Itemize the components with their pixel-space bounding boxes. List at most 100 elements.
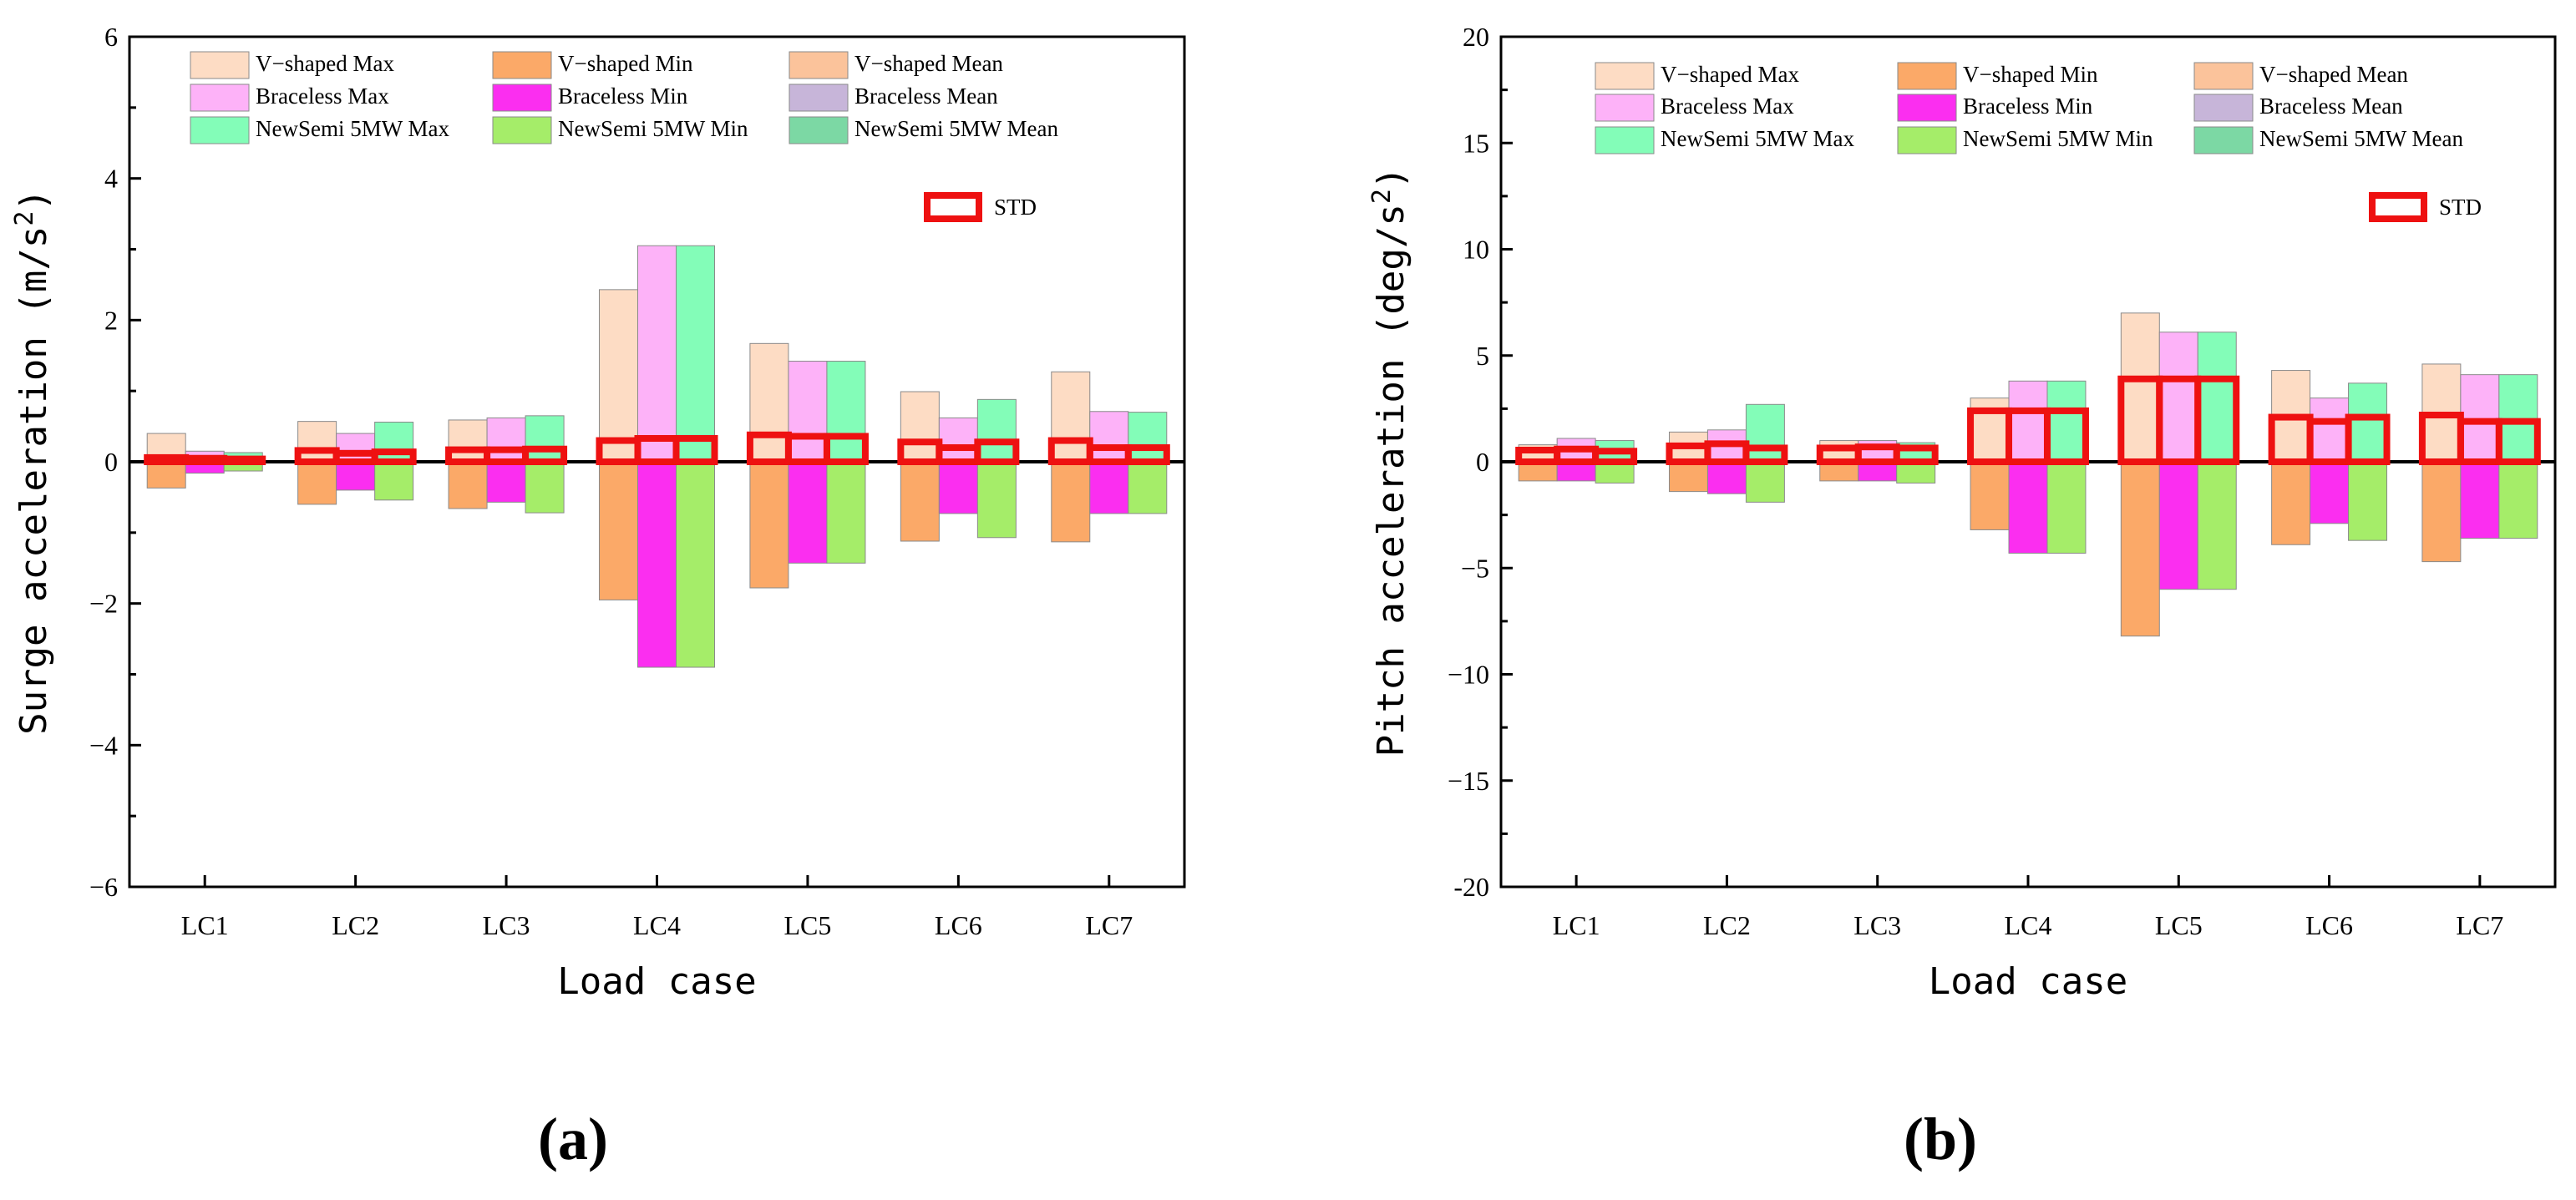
legend-label: NewSemi 5MW Max [256, 116, 449, 141]
bar-braceless-max-lc5 [2158, 332, 2198, 463]
legend-swatch-5 [789, 84, 849, 112]
bar-vshaped-min-lc4 [1970, 461, 2010, 530]
bar-vshaped-min-lc7 [2421, 461, 2462, 563]
x-tick-label: LC6 [2305, 910, 2353, 940]
std-box-newsemi-lc4 [2043, 407, 2089, 466]
legend-swatch-4 [492, 84, 552, 112]
bar-braceless-min-lc7 [1089, 461, 1129, 514]
std-box-newsemi-lc3 [1893, 444, 1939, 466]
bar-vshaped-min-lc5 [2120, 461, 2160, 637]
legend-swatch-2 [2193, 62, 2254, 90]
x-tick-label: LC7 [1085, 910, 1133, 940]
bar-newsemi-max-lc4 [2046, 380, 2087, 463]
legend-swatch-5 [2193, 94, 2254, 122]
legend-label-std: STD [994, 195, 1037, 220]
panel-label: (b) [1904, 1106, 1977, 1172]
std-box-newsemi-lc3 [522, 445, 568, 465]
panel-label: (a) [538, 1106, 608, 1172]
x-tick-label: LC1 [181, 910, 229, 940]
bar-braceless-max-lc3 [486, 417, 526, 463]
bar-braceless-min-lc7 [2460, 461, 2500, 539]
bar-braceless-max-lc4 [2008, 380, 2048, 463]
bar-vshaped-min-lc2 [297, 461, 337, 505]
legend-swatch-7 [1897, 126, 1957, 154]
std-box-newsemi-lc7 [2495, 418, 2541, 465]
bar-newsemi-max-lc4 [676, 245, 716, 463]
y-tick-label: −6 [89, 872, 118, 902]
bar-newsemi-max-lc6 [2348, 382, 2388, 463]
bar-newsemi-max-lc5 [826, 361, 866, 463]
bar-vshaped-min-lc2 [1668, 461, 1708, 493]
bar-braceless-min-lc6 [938, 461, 978, 514]
x-tick-label: LC2 [1703, 910, 1751, 940]
y-axis-label: Pitch acceleration (deg/s2) [1367, 167, 1412, 757]
std-box-newsemi-lc4 [672, 435, 718, 466]
y-tick-label: 2 [104, 305, 118, 335]
y-tick-label: 10 [1463, 235, 1489, 265]
bar-braceless-min-lc4 [636, 461, 677, 668]
y-tick-label: 4 [104, 164, 118, 194]
std-box-newsemi-lc2 [371, 448, 417, 466]
bar-braceless-min-lc6 [2310, 461, 2350, 524]
y-tick-label: 15 [1463, 128, 1489, 158]
legend-swatch-0 [1595, 62, 1655, 90]
legend-label: NewSemi 5MW Min [558, 116, 748, 141]
legend-label: Braceless Min [1963, 94, 2093, 119]
legend-label: V−shaped Max [1661, 62, 1799, 87]
legend-swatch-0 [190, 51, 250, 79]
x-tick-label: LC6 [935, 910, 982, 940]
std-box-newsemi-lc1 [221, 455, 266, 466]
std-box-newsemi-lc6 [974, 438, 1020, 465]
legend-label: NewSemi 5MW Mean [854, 116, 1058, 141]
bar-braceless-min-lc4 [2008, 461, 2048, 554]
bar-vshaped-min-lc3 [448, 461, 488, 509]
x-tick-label: LC4 [2005, 910, 2052, 940]
y-tick-label: 20 [1463, 22, 1489, 52]
legend-label: NewSemi 5MW Min [1963, 126, 2153, 151]
bar-vshaped-max-lc5 [2120, 312, 2160, 463]
legend-swatch-std [924, 192, 982, 222]
bar-newsemi-min-lc2 [374, 461, 414, 501]
bar-newsemi-min-lc5 [2197, 461, 2237, 590]
bar-newsemi-min-lc4 [676, 461, 716, 668]
bar-vshaped-max-lc7 [1051, 371, 1091, 463]
bar-braceless-min-lc2 [336, 461, 376, 491]
legend-label: Braceless Mean [854, 84, 998, 109]
bar-braceless-max-lc4 [636, 245, 677, 463]
chart-panel-b: -20 −15 −10 −5 0 5 10 15 20 LC1 LC2 LC3 LC4 LC5 LC6 LC7… [1367, 22, 2557, 1172]
bar-braceless-max-lc2 [336, 433, 376, 463]
y-tick-label: 5 [1476, 341, 1489, 371]
legend-swatch-1 [492, 51, 552, 79]
x-axis-label: Load case [1929, 960, 2127, 1003]
bar-braceless-min-lc5 [788, 461, 828, 564]
legend-label: Braceless Max [1661, 94, 1794, 119]
legend-label: NewSemi 5MW Mean [2259, 126, 2463, 151]
legend-swatch-2 [789, 51, 849, 79]
legend-label: V−shaped Mean [2259, 62, 2408, 87]
x-tick-label: LC3 [483, 910, 530, 940]
bar-vshaped-min-lc5 [749, 461, 789, 589]
bar-newsemi-min-lc3 [525, 461, 565, 514]
legend-label: V−shaped Max [256, 51, 394, 76]
y-tick-label: −2 [89, 589, 118, 619]
bar-newsemi-min-lc7 [1128, 461, 1168, 514]
y-tick-label: −10 [1448, 660, 1489, 690]
y-tick-label: −5 [1461, 553, 1489, 583]
legend-swatch-4 [1897, 94, 1957, 122]
bar-vshaped-max-lc5 [749, 342, 789, 463]
bar-newsemi-max-lc5 [2197, 332, 2237, 463]
legend-label: V−shaped Mean [854, 51, 1003, 76]
y-tick-label: 6 [104, 22, 118, 52]
bar-vshaped-min-lc4 [598, 461, 638, 600]
legend-swatch-7 [492, 116, 552, 144]
legend-label: Braceless Mean [2259, 94, 2403, 119]
bar-braceless-max-lc6 [938, 417, 978, 463]
std-box-newsemi-lc5 [2194, 375, 2240, 465]
bar-vshaped-min-lc6 [900, 461, 940, 542]
bar-newsemi-min-lc6 [976, 461, 1017, 539]
bar-vshaped-max-lc4 [598, 289, 638, 463]
legend-swatch-8 [789, 116, 849, 144]
bar-braceless-min-lc5 [2158, 461, 2198, 590]
legend-label: V−shaped Min [558, 51, 693, 76]
bar-vshaped-min-lc7 [1051, 461, 1091, 543]
